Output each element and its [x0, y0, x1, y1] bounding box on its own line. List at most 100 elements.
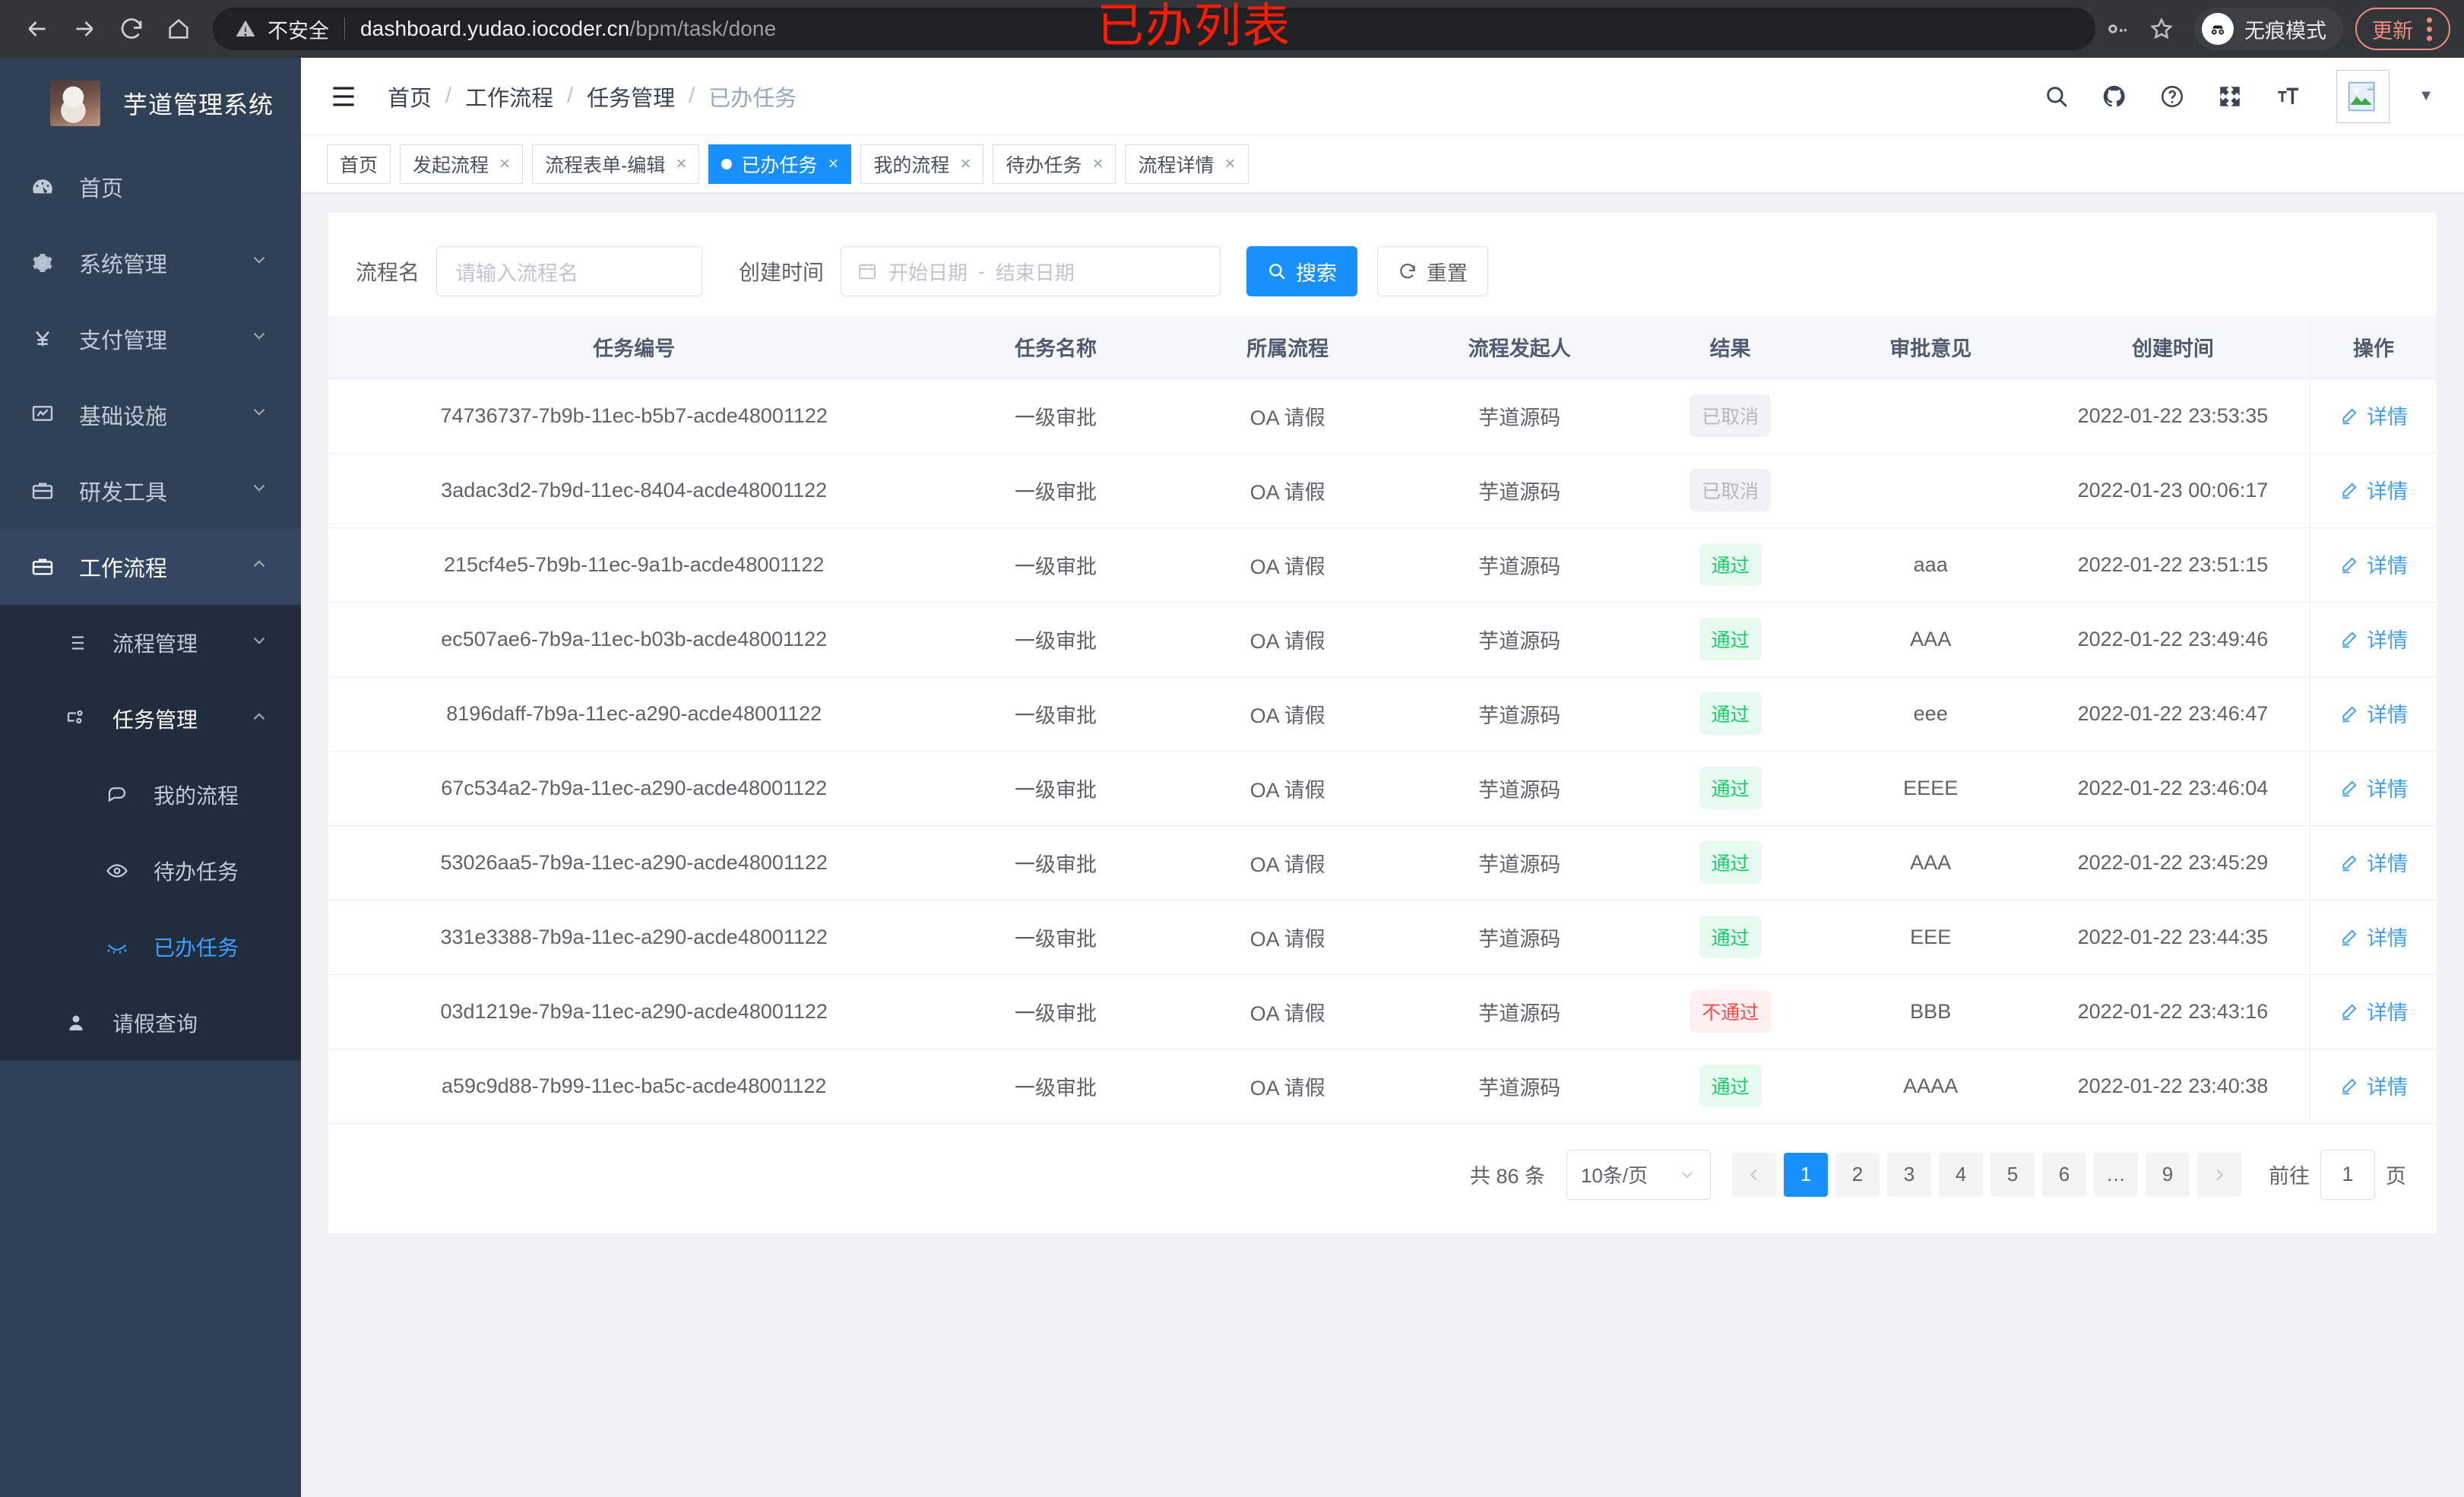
- sidebar-item-done-task[interactable]: 已办任务: [0, 909, 301, 985]
- cell-created-time: 2022-01-22 23:43:16: [2035, 974, 2310, 1049]
- chevron-down-icon: [1678, 1166, 1696, 1184]
- detail-link[interactable]: 详情: [2339, 996, 2408, 1026]
- home-icon[interactable]: [155, 5, 202, 52]
- chevron-down-icon: [249, 402, 269, 428]
- sidebar-item-home[interactable]: 首页: [0, 149, 301, 225]
- star-icon[interactable]: [2139, 7, 2184, 51]
- detail-link[interactable]: 详情: [2339, 1071, 2408, 1100]
- detail-link[interactable]: 详情: [2339, 624, 2408, 654]
- sidebar-item-dev-tools[interactable]: 研发工具: [0, 453, 301, 529]
- page-number-2[interactable]: 2: [1835, 1152, 1880, 1197]
- sidebar-item-process-management[interactable]: 流程管理: [0, 605, 301, 681]
- cell-operation: 详情: [2310, 676, 2437, 752]
- close-icon[interactable]: ×: [1092, 153, 1104, 174]
- page-size-label: 10条/页: [1581, 1164, 1648, 1187]
- sidebar-item-my-process[interactable]: 我的流程: [0, 757, 301, 833]
- tab-home[interactable]: 首页: [327, 144, 391, 184]
- chevron-up-icon: [249, 707, 269, 732]
- cell-process: OA 请假: [1171, 825, 1404, 900]
- detail-link[interactable]: 详情: [2339, 773, 2408, 802]
- close-icon[interactable]: ×: [499, 153, 511, 174]
- user-icon: [58, 1011, 94, 1034]
- incognito-mode-chip[interactable]: 无痕模式: [2194, 8, 2343, 50]
- sidebar-item-label: 我的流程: [154, 784, 239, 808]
- tab-todo-task[interactable]: 待办任务 ×: [993, 144, 1116, 184]
- column-operation: 操作: [2310, 316, 2437, 379]
- tab-my-process[interactable]: 我的流程 ×: [860, 144, 984, 184]
- back-arrow-icon[interactable]: [14, 5, 61, 52]
- detail-link[interactable]: 详情: [2339, 400, 2408, 430]
- sidebar-item-todo-task[interactable]: 待办任务: [0, 833, 301, 909]
- tab-process-form-edit[interactable]: 流程表单-编辑 ×: [532, 144, 700, 184]
- sidebar-item-infrastructure[interactable]: 基础设施: [0, 377, 301, 453]
- address-bar[interactable]: 不安全 dashboard.yudao.iocoder.cn/bpm/task/…: [213, 8, 2095, 50]
- search-button[interactable]: 搜索: [1246, 246, 1358, 296]
- hamburger-icon[interactable]: [325, 85, 362, 108]
- detail-link[interactable]: 详情: [2339, 922, 2408, 951]
- tab-start-process[interactable]: 发起流程 ×: [400, 144, 524, 184]
- page-number-5[interactable]: 5: [1991, 1152, 2035, 1197]
- page-number-3[interactable]: 3: [1887, 1152, 1931, 1197]
- breadcrumb-item-2[interactable]: 任务管理: [587, 86, 676, 111]
- column-process: 所属流程: [1171, 316, 1404, 379]
- jump-input[interactable]: 1: [2320, 1149, 2375, 1200]
- close-icon[interactable]: ×: [676, 153, 687, 174]
- cell-task-id: 53026aa5-7b9a-11ec-a290-acde48001122: [328, 825, 940, 900]
- tab-label: 我的流程: [873, 154, 950, 176]
- create-time-range-picker[interactable]: 开始日期 - 结束日期: [841, 246, 1221, 296]
- kebab-menu-icon[interactable]: [2419, 17, 2440, 41]
- edit-pencil-icon: [2339, 406, 2359, 426]
- page-number-4[interactable]: 4: [1939, 1152, 1983, 1197]
- avatar[interactable]: [2336, 69, 2390, 123]
- page-number-1[interactable]: 1: [1784, 1152, 1828, 1197]
- brand[interactable]: 芋道管理系统: [0, 58, 301, 149]
- key-icon[interactable]: [2095, 7, 2139, 51]
- cell-created-time: 2022-01-22 23:46:04: [2035, 751, 2310, 826]
- reload-icon[interactable]: [108, 5, 155, 52]
- breadcrumb-separator: /: [689, 84, 695, 108]
- sidebar-item-payment-management[interactable]: 支付管理: [0, 301, 301, 377]
- sidebar-item-leave-query[interactable]: 请假查询: [0, 985, 301, 1061]
- tab-done-task[interactable]: 已办任务 ×: [708, 144, 852, 184]
- help-icon[interactable]: [2155, 80, 2189, 113]
- breadcrumb-item-0[interactable]: 首页: [388, 86, 432, 111]
- github-icon[interactable]: [2098, 80, 2131, 113]
- tab-label: 流程详情: [1138, 154, 1215, 176]
- page-size-select[interactable]: 10条/页: [1566, 1149, 1711, 1200]
- breadcrumb-item-1[interactable]: 工作流程: [465, 86, 554, 111]
- forward-arrow-icon[interactable]: [61, 5, 108, 52]
- search-icon[interactable]: [2040, 80, 2073, 113]
- process-name-input[interactable]: 请输入流程名: [436, 246, 703, 296]
- sidebar: 芋道管理系统 首页 系统管理 支付管理 基础设施: [0, 58, 301, 1497]
- cell-result: 通过: [1635, 1049, 1826, 1124]
- page-number-6[interactable]: 6: [2042, 1152, 2086, 1197]
- sidebar-item-task-management[interactable]: 任务管理: [0, 681, 301, 757]
- detail-link[interactable]: 详情: [2339, 847, 2408, 877]
- tab-process-detail[interactable]: 流程详情 ×: [1125, 144, 1249, 184]
- search-icon: [1267, 261, 1287, 281]
- sidebar-item-label: 支付管理: [79, 329, 168, 353]
- close-icon[interactable]: ×: [1224, 153, 1236, 174]
- detail-link[interactable]: 详情: [2339, 698, 2408, 728]
- page-number-…[interactable]: …: [2094, 1152, 2138, 1197]
- reset-button[interactable]: 重置: [1377, 246, 1489, 296]
- sidebar-item-workflow[interactable]: 工作流程: [0, 529, 301, 605]
- cell-created-time: 2022-01-22 23:51:15: [2035, 527, 2310, 603]
- close-icon[interactable]: ×: [828, 153, 839, 174]
- table-body: 74736737-7b9b-11ec-b5b7-acde48001122 一级审批…: [328, 378, 2437, 1124]
- fullscreen-icon[interactable]: [2213, 80, 2247, 113]
- sidebar-item-system-management[interactable]: 系统管理: [0, 225, 301, 301]
- caret-down-icon[interactable]: ▼: [2418, 87, 2434, 104]
- font-size-icon[interactable]: [2271, 80, 2304, 113]
- detail-link[interactable]: 详情: [2339, 549, 2408, 579]
- detail-link[interactable]: 详情: [2339, 475, 2408, 505]
- update-button[interactable]: 更新: [2355, 8, 2450, 50]
- page-prev-button[interactable]: [1732, 1152, 1776, 1197]
- update-label: 更新: [2372, 19, 2413, 43]
- close-icon[interactable]: ×: [960, 153, 971, 174]
- tab-label: 发起流程: [413, 154, 489, 176]
- cell-comment: EEEE: [1825, 751, 2036, 826]
- page-number-9[interactable]: 9: [2146, 1152, 2190, 1197]
- page-next-button[interactable]: [2197, 1152, 2241, 1197]
- cell-starter: 芋道源码: [1403, 676, 1636, 752]
